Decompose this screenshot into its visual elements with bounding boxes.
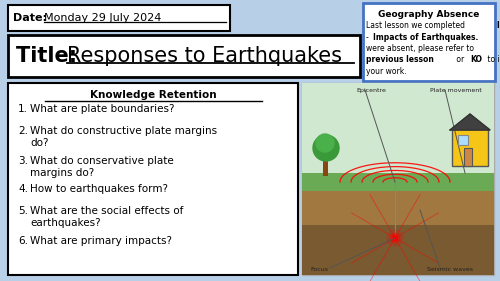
FancyBboxPatch shape xyxy=(8,35,360,77)
Circle shape xyxy=(387,230,403,246)
FancyBboxPatch shape xyxy=(8,5,230,31)
FancyBboxPatch shape xyxy=(302,185,494,275)
Text: What do conservative plate
margins do?: What do conservative plate margins do? xyxy=(30,156,174,178)
FancyBboxPatch shape xyxy=(458,135,468,145)
FancyBboxPatch shape xyxy=(302,173,494,191)
Text: 6.: 6. xyxy=(18,236,28,246)
Text: Seismic waves: Seismic waves xyxy=(427,267,473,272)
Text: Monday 29 July 2024: Monday 29 July 2024 xyxy=(44,13,162,23)
FancyBboxPatch shape xyxy=(8,83,298,275)
Text: 5.: 5. xyxy=(18,206,28,216)
Circle shape xyxy=(313,135,339,161)
Text: What are primary impacts?: What are primary impacts? xyxy=(30,236,172,246)
Text: Plate movement: Plate movement xyxy=(430,88,482,93)
Circle shape xyxy=(316,134,334,152)
Text: What are plate boundaries?: What are plate boundaries? xyxy=(30,104,174,114)
Circle shape xyxy=(390,233,400,243)
Text: previous lesson: previous lesson xyxy=(366,56,434,65)
Text: 1.: 1. xyxy=(18,104,28,114)
Text: 3.: 3. xyxy=(18,156,28,166)
FancyBboxPatch shape xyxy=(323,158,328,176)
Text: Last lesson we completed: Last lesson we completed xyxy=(366,21,468,30)
Text: Responses to Earthquakes: Responses to Earthquakes xyxy=(67,46,342,66)
Text: 2.: 2. xyxy=(18,126,28,136)
Text: What do constructive plate margins
do?: What do constructive plate margins do? xyxy=(30,126,217,148)
FancyBboxPatch shape xyxy=(464,148,472,166)
FancyBboxPatch shape xyxy=(363,3,495,81)
Text: or: or xyxy=(454,56,466,65)
FancyBboxPatch shape xyxy=(302,83,494,173)
Text: 4.: 4. xyxy=(18,184,28,194)
FancyBboxPatch shape xyxy=(452,128,488,166)
Text: your work.: your work. xyxy=(366,67,406,76)
Text: Impacts of Earthquakes.: Impacts of Earthquakes. xyxy=(372,33,478,42)
Text: Geography Absence: Geography Absence xyxy=(378,10,480,19)
Circle shape xyxy=(392,235,398,241)
Polygon shape xyxy=(450,114,490,130)
Text: Date:: Date: xyxy=(13,13,51,23)
FancyBboxPatch shape xyxy=(302,225,494,275)
Text: -: - xyxy=(366,33,371,42)
Text: to improve: to improve xyxy=(486,56,500,65)
Text: lesson 3: lesson 3 xyxy=(497,21,500,30)
Text: How to earthquakes form?: How to earthquakes form? xyxy=(30,184,168,194)
Circle shape xyxy=(394,237,396,239)
Text: Focus: Focus xyxy=(310,267,328,272)
Text: What are the social effects of
earthquakes?: What are the social effects of earthquak… xyxy=(30,206,184,228)
Text: Title:: Title: xyxy=(16,46,84,66)
Text: were absent, please refer to: were absent, please refer to xyxy=(366,44,474,53)
FancyBboxPatch shape xyxy=(302,83,494,275)
Text: Epicentre: Epicentre xyxy=(356,88,386,93)
Text: Knowledge Retention: Knowledge Retention xyxy=(90,90,216,100)
Text: KO: KO xyxy=(470,56,482,65)
